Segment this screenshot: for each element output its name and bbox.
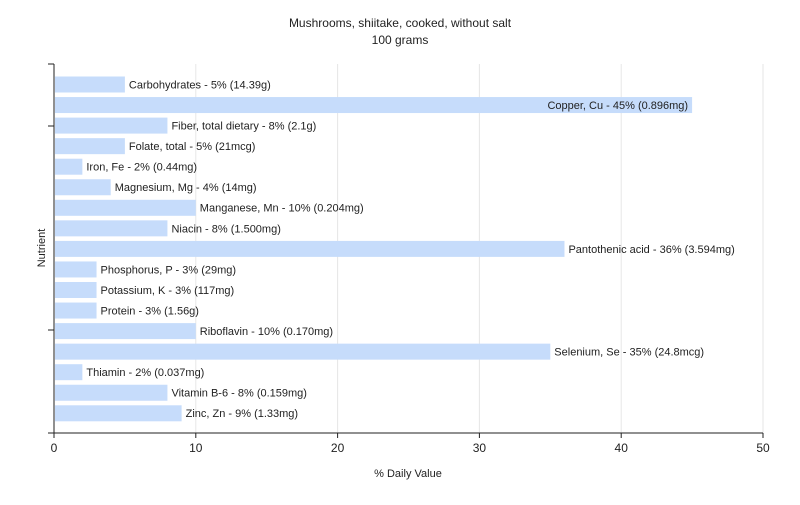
bar <box>55 158 83 175</box>
bar-label: Manganese, Mn - 10% (0.204mg) <box>200 203 364 215</box>
bar-label: Fiber, total dietary - 8% (2.1g) <box>171 121 316 133</box>
bar-label: Riboflavin - 10% (0.170mg) <box>200 326 333 338</box>
bar <box>55 76 125 93</box>
bar <box>55 117 168 134</box>
x-tick-label: 30 <box>473 441 487 455</box>
bar-label: Iron, Fe - 2% (0.44mg) <box>86 162 197 174</box>
bar-label: Zinc, Zn - 9% (1.33mg) <box>186 408 298 420</box>
bar <box>55 261 97 278</box>
bar <box>55 240 565 257</box>
x-tick-label: 50 <box>756 441 770 455</box>
x-tick-label: 10 <box>189 441 203 455</box>
bars: Carbohydrates - 5% (14.39g) Copper, Cu - … <box>55 76 735 422</box>
bar <box>55 97 693 114</box>
bar-label: Folate, total - 5% (21mcg) <box>129 141 256 153</box>
bar-label: Potassium, K - 3% (117mg) <box>101 285 235 297</box>
bar <box>55 364 83 381</box>
x-tick-label: 40 <box>615 441 629 455</box>
bar-label: Vitamin B-6 - 8% (0.159mg) <box>171 388 307 400</box>
x-axis-label: % Daily Value <box>374 468 442 480</box>
bar-label: Protein - 3% (1.56g) <box>101 305 199 317</box>
bar-label: Pantothenic acid - 36% (3.594mg) <box>568 244 734 256</box>
bar <box>55 220 168 237</box>
axes <box>48 63 764 438</box>
bar <box>55 384 168 401</box>
chart-subtitle: 100 grams <box>372 33 429 47</box>
bar-label: Thiamin - 2% (0.037mg) <box>86 367 204 379</box>
x-tick-labels: 0 10 20 30 40 50 <box>51 441 770 455</box>
bar-label: Carbohydrates - 5% (14.39g) <box>129 79 271 91</box>
chart-title: Mushrooms, shiitake, cooked, without sal… <box>289 16 512 30</box>
bar <box>55 343 551 360</box>
bar <box>55 302 97 319</box>
bar-label: Magnesium, Mg - 4% (14mg) <box>115 182 257 194</box>
bar-label: Phosphorus, P - 3% (29mg) <box>101 264 237 276</box>
bar <box>55 323 196 340</box>
bar <box>55 179 111 196</box>
bar <box>55 138 125 155</box>
bar-label: Selenium, Se - 35% (24.8mcg) <box>554 347 704 359</box>
x-tick-label: 0 <box>51 441 58 455</box>
bar <box>55 282 97 298</box>
y-axis-label: Nutrient <box>36 229 48 268</box>
bar-label: Copper, Cu - 45% (0.896mg) <box>547 100 688 112</box>
bar-label: Niacin - 8% (1.500mg) <box>171 223 280 235</box>
x-tick-label: 20 <box>331 441 345 455</box>
bar <box>55 405 182 422</box>
bar <box>55 199 196 216</box>
